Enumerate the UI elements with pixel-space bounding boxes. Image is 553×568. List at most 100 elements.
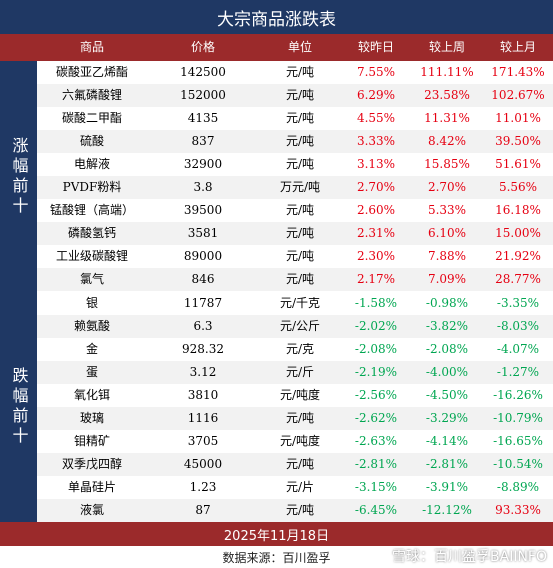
commodity-name: 碳酸亚乙烯酯 (55, 65, 128, 79)
change-week: -4.50% (425, 388, 469, 402)
price-value: 4135 (187, 111, 219, 125)
commodity-name: 玻璃 (79, 411, 104, 425)
section-label-gainers: 涨幅前十 (0, 61, 37, 293)
change-month: -10.79% (493, 411, 543, 425)
table-row: 锰酸锂（高端） 39500 元/吨 2.60% 5.33% 16.18% (37, 199, 553, 222)
table-row: 金 928.32 元/克 -2.08% -2.08% -4.07% (37, 338, 553, 361)
price-value: 3705 (187, 434, 219, 448)
unit-value: 元/公斤 (279, 319, 321, 333)
change-month: 21.92% (495, 249, 541, 263)
table-row: 蛋 3.12 元/斤 -2.19% -4.00% -1.27% (37, 361, 553, 384)
change-month: 5.56% (498, 180, 538, 194)
unit-value: 万元/吨 (279, 180, 321, 194)
change-day: -2.19% (354, 365, 398, 379)
table-header: 商品 价格 单位 较昨日 较上周 较上月 (0, 34, 553, 61)
price-value: 87 (195, 503, 211, 517)
section-label-losers-text: 跌幅前十 (9, 367, 29, 447)
change-week: -4.14% (425, 434, 469, 448)
change-week: 15.85% (424, 157, 470, 171)
change-week: 8.42% (427, 134, 467, 148)
table-row: 钼精矿 3705 元/吨度 -2.63% -4.14% -16.65% (37, 430, 553, 453)
unit-value: 元/吨度 (279, 388, 321, 402)
price-value: 3.8 (193, 180, 213, 194)
commodity-name: 锰酸锂（高端） (49, 203, 134, 217)
commodity-name: 工业级碳酸锂 (55, 249, 128, 263)
change-week: -0.98% (425, 296, 469, 310)
watermark-text: 雪球：百川盈孚BAIINFO (392, 549, 547, 565)
unit-value: 元/吨 (285, 88, 315, 102)
change-day: 4.55% (356, 111, 396, 125)
change-day: 2.30% (356, 249, 396, 263)
table-row: 氯气 846 元/吨 2.17% 7.09% 28.77% (37, 268, 553, 291)
change-month: 15.00% (495, 226, 541, 240)
table-row: 赖氨酸 6.3 元/公斤 -2.02% -3.82% -8.03% (37, 315, 553, 338)
change-month: 171.43% (491, 65, 545, 79)
change-week: 7.88% (427, 249, 467, 263)
unit-value: 元/吨 (285, 503, 315, 517)
table-row: 碳酸二甲酯 4135 元/吨 4.55% 11.31% 11.01% (37, 107, 553, 130)
unit-value: 元/千克 (279, 296, 321, 310)
price-value: 837 (191, 134, 215, 148)
change-day: 2.31% (356, 226, 396, 240)
unit-value: 元/斤 (285, 365, 315, 379)
change-day: -2.02% (354, 319, 398, 333)
price-value: 89000 (183, 249, 223, 263)
report-date: 2025年11月18日 (0, 522, 553, 546)
price-value: 846 (191, 272, 215, 286)
header-month: 较上月 (499, 40, 536, 54)
change-day: 3.33% (356, 134, 396, 148)
table-row: 电解液 32900 元/吨 3.13% 15.85% 51.61% (37, 153, 553, 176)
table-row: 工业级碳酸锂 89000 元/吨 2.30% 7.88% 21.92% (37, 245, 553, 268)
commodity-name: 蛋 (85, 365, 98, 379)
table-row: 单晶硅片 1.23 元/片 -3.15% -3.91% -8.89% (37, 476, 553, 499)
unit-value: 元/吨 (285, 65, 315, 79)
change-week: 5.33% (427, 203, 467, 217)
table-row: 六氟磷酸锂 152000 元/吨 6.29% 23.58% 102.67% (37, 84, 553, 107)
change-day: 7.55% (356, 65, 396, 79)
commodity-name: 双季戊四醇 (61, 457, 122, 471)
unit-value: 元/吨 (285, 134, 315, 148)
price-value: 39500 (183, 203, 223, 217)
change-week: -2.08% (425, 342, 469, 356)
change-week: 11.31% (424, 111, 470, 125)
change-week: 23.58% (424, 88, 470, 102)
change-week: -12.12% (422, 503, 472, 517)
price-value: 11787 (183, 296, 223, 310)
price-value: 152000 (180, 88, 226, 102)
commodity-name: 硫酸 (79, 134, 104, 148)
section-label-gainers-text: 涨幅前十 (9, 136, 29, 217)
change-day: -2.08% (354, 342, 398, 356)
change-day: -6.45% (354, 503, 398, 517)
price-value: 1.23 (189, 480, 217, 494)
change-day: -2.62% (354, 411, 398, 425)
change-month: -10.54% (493, 457, 543, 471)
price-value: 3.12 (189, 365, 217, 379)
unit-value: 元/吨 (285, 457, 315, 471)
change-month: -3.35% (496, 296, 540, 310)
header-day: 较昨日 (357, 40, 394, 54)
price-value: 142500 (180, 65, 226, 79)
change-month: -16.65% (493, 434, 543, 448)
commodity-name: 赖氨酸 (73, 319, 110, 333)
change-month: 28.77% (495, 272, 541, 286)
change-month: 102.67% (491, 88, 545, 102)
unit-value: 元/克 (285, 342, 315, 356)
price-value: 6.3 (193, 319, 213, 333)
change-day: 2.17% (356, 272, 396, 286)
change-day: -2.81% (354, 457, 398, 471)
change-month: 93.33% (495, 503, 541, 517)
change-month: -1.27% (496, 365, 540, 379)
change-week: 2.70% (427, 180, 467, 194)
watermark: 雪球：百川盈孚BAIINFO (372, 546, 547, 566)
price-value: 1116 (187, 411, 219, 425)
price-value: 3810 (187, 388, 219, 402)
change-month: 11.01% (495, 111, 541, 125)
commodity-name: 金 (85, 342, 98, 356)
unit-value: 元/吨 (285, 111, 315, 125)
commodity-name: 氧化铒 (73, 388, 110, 402)
change-week: 7.09% (427, 272, 467, 286)
unit-value: 元/吨 (285, 411, 315, 425)
change-week: 111.11% (420, 65, 474, 79)
table-row: 磷酸氢钙 3581 元/吨 2.31% 6.10% 15.00% (37, 222, 553, 245)
unit-value: 元/吨度 (279, 434, 321, 448)
